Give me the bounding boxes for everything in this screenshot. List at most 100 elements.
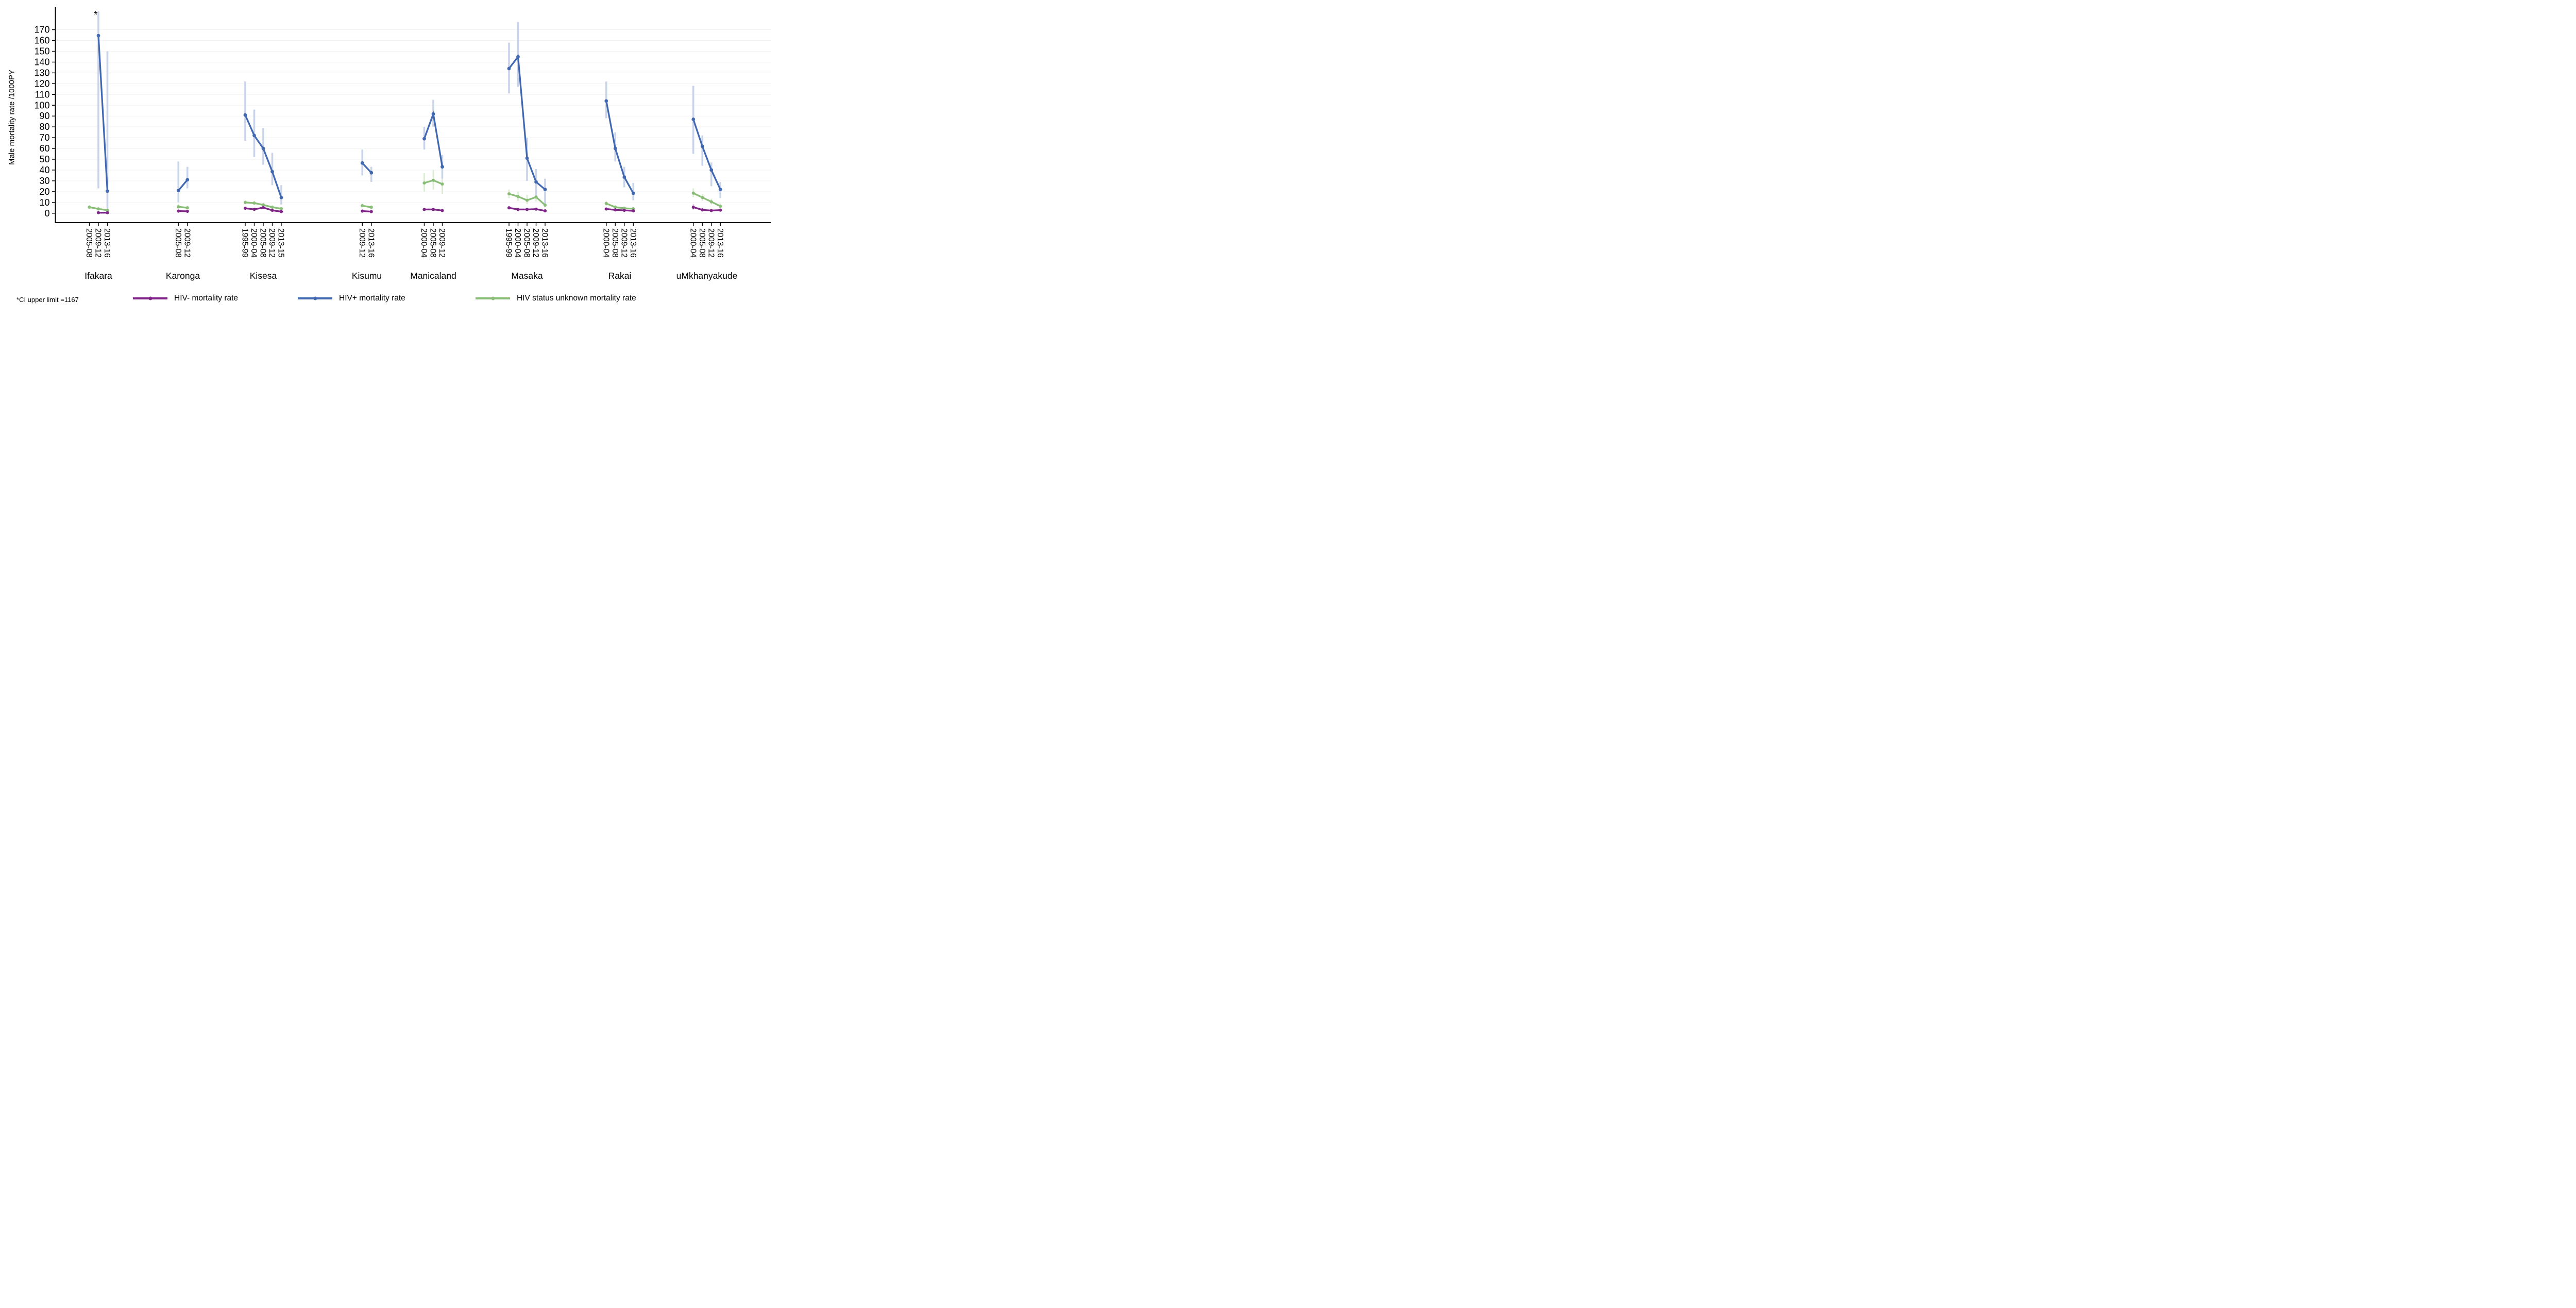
hiv-unknown-line-marker-icon [476, 296, 510, 300]
hiv_unknown-point [252, 201, 256, 205]
period-label: 2013-16 [366, 228, 375, 258]
period-label: 2009-12 [706, 228, 715, 258]
site-label: Manicaland [410, 271, 456, 281]
hiv_positive-point [718, 188, 722, 192]
period-label: 2013-16 [716, 228, 724, 258]
legend-item-hiv-positive: HIV+ mortality rate [298, 293, 405, 304]
hiv_positive-point [700, 144, 704, 148]
hiv_negative-point [177, 209, 180, 213]
site-label: Karonga [166, 271, 200, 281]
hiv_unknown-point [185, 206, 189, 210]
hiv_negative-point [279, 210, 283, 213]
hiv_negative-point [709, 209, 713, 212]
hiv_negative-point [701, 208, 704, 212]
hiv_negative-point [632, 209, 635, 213]
hiv_unknown-point [440, 182, 444, 186]
hiv_negative-point [440, 209, 444, 212]
hiv_positive-point [525, 156, 529, 160]
hiv-negative-dot-icon [148, 296, 152, 300]
hiv-positive-line-marker-icon [298, 296, 332, 300]
hiv_unknown-point [691, 191, 695, 195]
hiv_negative-point [422, 208, 426, 211]
period-label: 2000-04 [419, 228, 428, 258]
period-label: 2005-08 [84, 228, 93, 258]
legend-item-hiv-unknown: HIV status unknown mortality rate [476, 293, 636, 304]
hiv_unknown-point [604, 202, 608, 205]
period-label: 2005-08 [174, 228, 182, 258]
hiv_positive-point [422, 137, 426, 141]
legend-item-hiv-negative: HIV- mortality rate [133, 293, 238, 304]
hiv_positive-point [622, 175, 626, 179]
y-tick-label: 110 [35, 89, 50, 99]
hiv_positive-point [709, 168, 714, 172]
legend-label-hiv-unknown: HIV status unknown mortality rate [517, 294, 636, 303]
period-label: 2013-16 [103, 228, 111, 258]
hiv_negative-point [261, 206, 265, 209]
period-label: 1995-99 [504, 228, 513, 258]
hiv_negative-point [614, 208, 617, 212]
y-tick-label: 70 [39, 132, 49, 143]
hiv_positive-point [261, 146, 265, 150]
period-label: 2000-04 [688, 228, 697, 258]
hiv_positive-point [243, 113, 247, 117]
period-label: 2009-12 [358, 228, 366, 258]
hiv_positive-point [543, 188, 547, 192]
y-tick-label: 120 [34, 78, 49, 89]
period-label: 2005-08 [698, 228, 706, 258]
hiv_positive-point [96, 33, 100, 38]
hiv_negative-point [243, 207, 247, 210]
y-tick-label: 100 [34, 100, 49, 110]
hiv_positive-point [360, 161, 364, 165]
y-tick-label: 170 [34, 25, 49, 35]
period-label: 2005-08 [429, 228, 437, 258]
period-label: 2013-15 [277, 228, 285, 258]
hiv_positive-point [252, 133, 256, 138]
y-tick-label: 20 [39, 187, 49, 197]
hiv_positive-point [279, 195, 283, 199]
ci-clipped-star: * [94, 10, 98, 21]
y-tick-label: 30 [39, 176, 49, 186]
hiv_positive-point [270, 170, 274, 174]
hiv_unknown-point [701, 196, 704, 199]
y-tick-label: 150 [34, 46, 49, 57]
hiv_positive-point [431, 112, 435, 116]
hiv_positive-line [97, 36, 109, 191]
site-label: Kisesa [250, 271, 277, 281]
hiv_positive-point [507, 66, 511, 71]
hiv_unknown-point [719, 205, 722, 208]
period-label: 2013-16 [629, 228, 637, 258]
hiv_positive-point [691, 118, 696, 121]
hiv_negative-point [507, 206, 511, 210]
hiv_unknown-point [177, 205, 180, 209]
hiv_positive-line [177, 179, 189, 191]
period-label: 2005-08 [259, 228, 267, 258]
site-label: uMkhanyakude [676, 271, 738, 281]
period-label: 2005-08 [611, 228, 619, 258]
hiv_unknown-point [361, 204, 364, 208]
hiv_positive-point [613, 146, 617, 150]
hiv_unknown-point [534, 195, 538, 199]
hiv_negative-point [543, 209, 547, 213]
y-tick-label: 160 [34, 36, 49, 46]
period-label: 2000-04 [513, 228, 522, 258]
site-label: Masaka [511, 271, 543, 281]
hiv_negative-point [185, 209, 189, 213]
hiv_unknown-point [96, 207, 100, 211]
site-label: Ifakara [84, 271, 112, 281]
hiv_unknown-point [106, 208, 109, 212]
y-tick-label: 50 [39, 154, 49, 164]
y-tick-label: 80 [39, 122, 49, 132]
hiv_negative-point [96, 211, 100, 214]
hiv_negative-point [691, 205, 695, 209]
period-label: 2000-04 [249, 228, 258, 258]
period-label: 2000-04 [601, 228, 610, 258]
hiv_negative-point [525, 208, 529, 211]
y-tick-label: 0 [44, 208, 49, 219]
period-label: 2013-16 [540, 228, 549, 258]
hiv_positive-point [185, 178, 190, 182]
hiv_negative-point [622, 208, 626, 212]
hiv_negative-point [270, 208, 274, 212]
y-tick-label: 10 [39, 197, 49, 208]
hiv_unknown-point [431, 178, 435, 182]
hiv_positive-point [369, 171, 374, 175]
